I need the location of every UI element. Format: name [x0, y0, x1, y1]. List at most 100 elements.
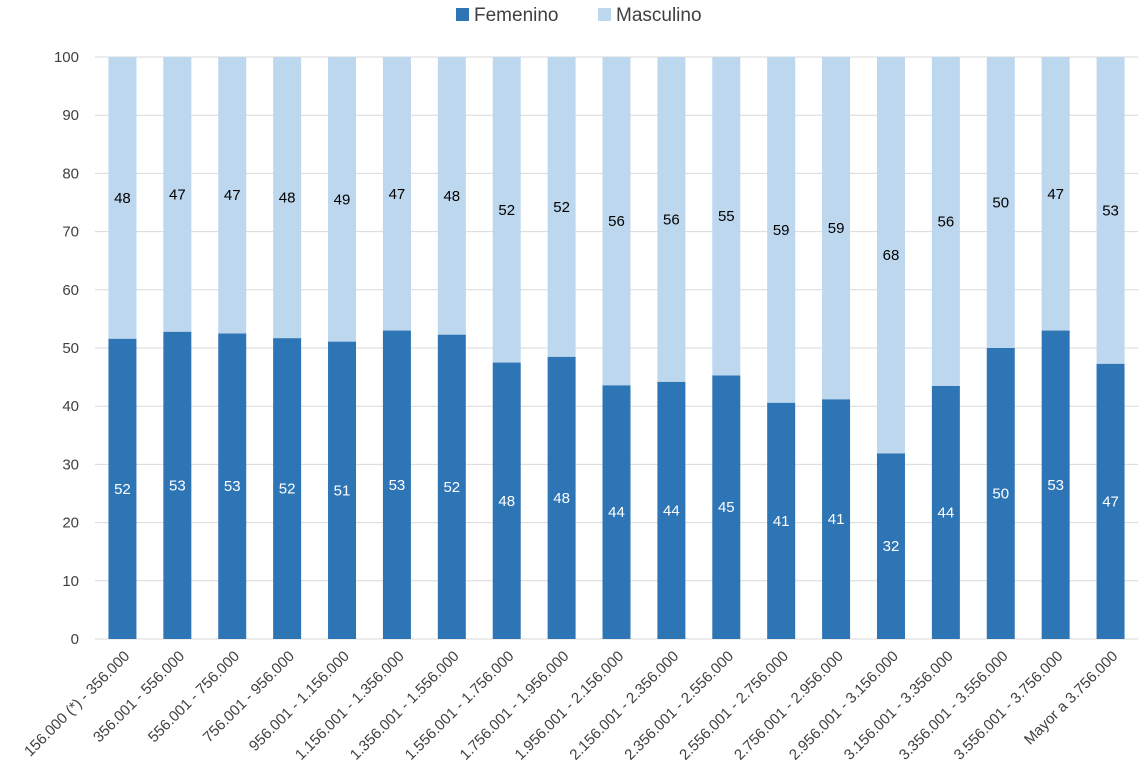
bar-femenino — [108, 338, 137, 639]
data-label-femenino: 47 — [1102, 493, 1119, 510]
bar-masculino — [657, 57, 686, 382]
data-label-masculino: 47 — [169, 186, 186, 203]
data-label-masculino: 68 — [883, 247, 900, 264]
data-label-femenino: 53 — [1047, 477, 1064, 494]
bar-masculino — [986, 57, 1015, 348]
x-tick-label: 356.001 - 556.000 — [90, 648, 188, 746]
bar-femenino — [273, 338, 302, 639]
bar-femenino — [822, 399, 851, 639]
y-tick-label: 60 — [62, 282, 79, 299]
y-tick-label: 100 — [54, 49, 79, 66]
data-label-femenino: 53 — [224, 478, 241, 495]
data-label-masculino: 47 — [389, 186, 406, 203]
data-label-femenino: 52 — [443, 479, 460, 496]
x-tick-label: 1.356.001 - 1.556.000 — [347, 648, 463, 764]
bar-masculino — [218, 57, 247, 334]
x-tick-label: 156.000 (*) - 356.000 — [21, 648, 133, 760]
legend: Femenino Masculino — [456, 5, 702, 26]
y-axis: 0 10 20 30 40 50 60 70 80 90 100 — [54, 49, 79, 648]
bar-femenino — [876, 453, 905, 639]
bar-labels: 52 48 53 47 53 47 52 48 51 49 53 47 52 48 48 52 48 52 44 56… — [114, 186, 1119, 555]
data-label-masculino: 47 — [224, 187, 241, 204]
bar-femenino — [163, 331, 192, 639]
bar-masculino — [712, 57, 741, 376]
x-tick-label: 3.156.001 - 3.356.000 — [841, 648, 957, 764]
data-label-femenino: 44 — [608, 504, 625, 521]
bar-masculino — [382, 57, 411, 331]
x-tick-label: 2.356.001 - 2.556.000 — [621, 648, 737, 764]
bar-femenino — [492, 362, 521, 639]
bar-femenino — [986, 348, 1015, 639]
x-tick-label: 2.156.001 - 2.356.000 — [566, 648, 682, 764]
y-tick-label: 80 — [62, 165, 79, 182]
bar-femenino — [218, 333, 247, 639]
legend-swatch-femenino — [456, 8, 469, 21]
y-tick-label: 20 — [62, 515, 79, 532]
bar-masculino — [437, 57, 466, 335]
x-tick-label: Mayor a 3.756.000 — [1021, 648, 1121, 748]
y-tick-label: 50 — [62, 340, 79, 357]
data-label-femenino: 44 — [663, 502, 680, 519]
bar-femenino — [382, 330, 411, 639]
data-label-femenino: 53 — [169, 477, 186, 494]
data-label-masculino: 55 — [718, 208, 735, 225]
y-tick-label: 0 — [71, 631, 79, 648]
data-label-masculino: 56 — [938, 213, 955, 230]
bar-masculino — [492, 57, 521, 363]
y-tick-label: 40 — [62, 398, 79, 415]
legend-swatch-masculino — [598, 8, 611, 21]
bar-masculino — [108, 57, 137, 339]
bar-masculino — [931, 57, 960, 386]
data-label-femenino: 32 — [883, 538, 900, 555]
y-tick-label: 70 — [62, 224, 79, 241]
data-label-masculino: 49 — [334, 191, 351, 208]
bar-femenino — [328, 341, 357, 639]
bar-femenino — [767, 402, 796, 639]
data-label-masculino: 47 — [1047, 186, 1064, 203]
x-tick-label: 1.756.001 - 1.956.000 — [457, 648, 573, 764]
bar-femenino — [602, 385, 631, 639]
x-tick-label: 556.001 - 756.000 — [145, 648, 243, 746]
data-label-masculino: 52 — [553, 199, 570, 216]
data-label-masculino: 56 — [663, 211, 680, 228]
legend-label-masculino: Masculino — [616, 5, 702, 26]
data-label-masculino: 52 — [498, 202, 515, 219]
bar-masculino — [822, 57, 851, 400]
bar-femenino — [657, 381, 686, 639]
x-tick-label: 1.956.001 - 2.156.000 — [512, 648, 628, 764]
y-tick-label: 10 — [62, 573, 79, 590]
data-label-masculino: 48 — [443, 188, 460, 205]
data-label-masculino: 48 — [279, 190, 296, 207]
data-label-masculino: 53 — [1102, 202, 1119, 219]
data-label-femenino: 41 — [773, 513, 790, 530]
x-tick-label: 756.001 - 956.000 — [200, 648, 298, 746]
data-label-femenino: 48 — [553, 490, 570, 507]
legend-label-femenino: Femenino — [474, 5, 559, 26]
data-label-femenino: 53 — [389, 477, 406, 494]
x-tick-label: 956.001 - 1.156.000 — [246, 648, 353, 755]
bar-femenino — [931, 385, 960, 639]
data-label-femenino: 52 — [114, 481, 131, 498]
bar-masculino — [767, 57, 796, 403]
data-label-masculino: 56 — [608, 213, 625, 230]
bar-masculino — [1096, 57, 1125, 364]
bars — [108, 57, 1125, 639]
bar-femenino — [437, 334, 466, 639]
x-tick-label: 2.556.001 - 2.756.000 — [676, 648, 792, 764]
x-tick-label: 2.756.001 - 2.956.000 — [731, 648, 847, 764]
bar-masculino — [602, 57, 631, 386]
data-label-femenino: 41 — [828, 511, 845, 528]
data-label-femenino: 51 — [334, 482, 351, 499]
x-tick-label: 2.956.001 - 3.156.000 — [786, 648, 902, 764]
bar-masculino — [1041, 57, 1070, 331]
y-tick-label: 30 — [62, 456, 79, 473]
bar-femenino — [1041, 330, 1070, 639]
x-tick-label: 3.556.001 - 3.756.000 — [951, 648, 1067, 764]
data-label-masculino: 50 — [992, 195, 1009, 212]
data-label-masculino: 59 — [773, 222, 790, 239]
bar-femenino — [1096, 363, 1125, 639]
bar-femenino — [712, 375, 741, 639]
